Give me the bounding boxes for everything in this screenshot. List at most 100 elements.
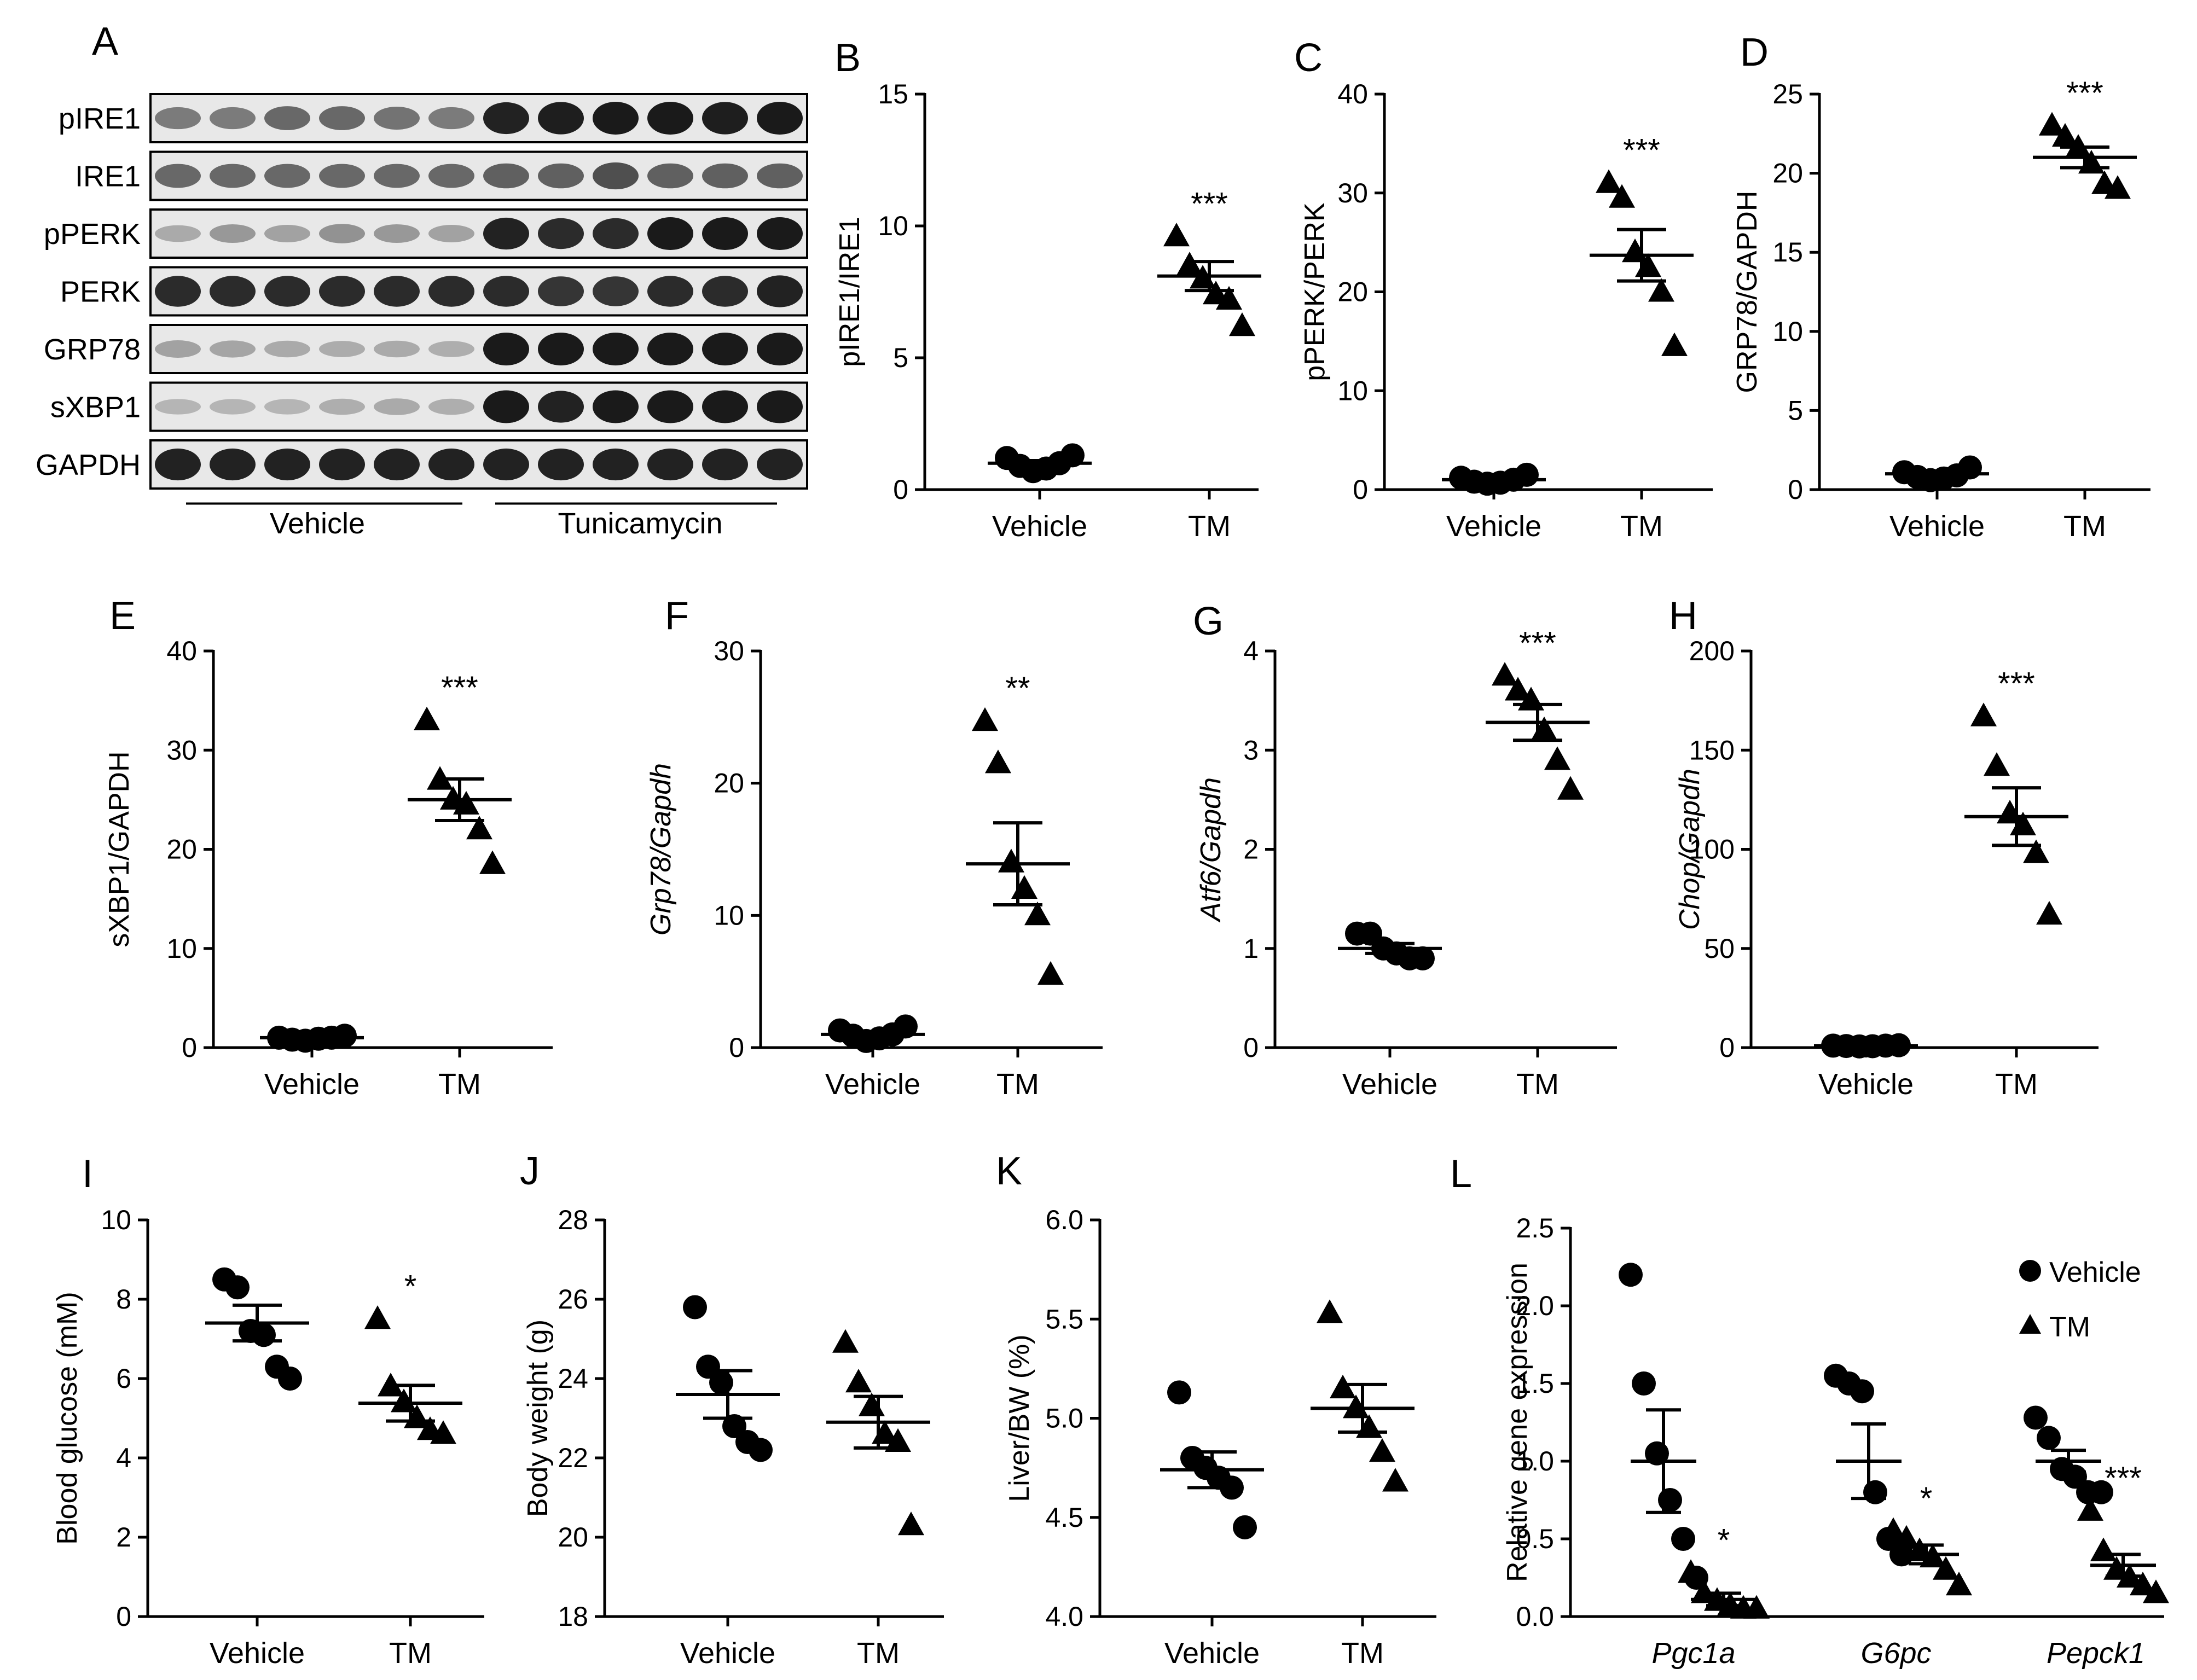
blot-label-sxbp1: sXBP1 — [50, 391, 141, 424]
data-point-triangle — [1369, 1438, 1395, 1462]
x-category-tm: TM — [1341, 1637, 1384, 1670]
data-point-triangle — [2077, 1497, 2103, 1521]
data-point-circle — [1619, 1263, 1643, 1287]
y-axis-label: Relative gene expression — [1502, 1263, 1533, 1582]
blot-band — [538, 102, 584, 135]
y-tick-label: 20 — [558, 1522, 588, 1553]
y-tick-label: 5.0 — [1045, 1403, 1083, 1434]
blot-band — [647, 102, 693, 135]
blot-band — [428, 448, 474, 481]
y-tick-label: 0 — [182, 1032, 197, 1063]
y-tick-label: 2.0 — [1516, 1290, 1554, 1321]
data-point-triangle — [1216, 286, 1242, 310]
blot-band — [155, 399, 201, 415]
blot-strip-perk — [149, 266, 808, 317]
blot-band — [374, 107, 420, 130]
data-point-triangle — [2023, 839, 2049, 863]
data-point-circle — [1411, 946, 1435, 970]
y-tick-label: 0 — [1243, 1032, 1259, 1063]
y-axis-label: GRP78/GAPDH — [1731, 191, 1763, 393]
data-point-triangle — [1382, 1468, 1408, 1492]
chart-g: G 0 1 2 3 4 Atf6/Gapdh Vehicle TM *** — [1193, 600, 1617, 1101]
blot-band — [593, 102, 639, 135]
blot-band — [428, 107, 474, 130]
blot-label-gapdh: GAPDH — [36, 449, 141, 481]
significance-marker: *** — [1623, 133, 1660, 168]
group-tm: ** — [966, 671, 1070, 985]
blot-band — [374, 448, 420, 481]
blot-band — [483, 217, 529, 250]
data-point-circle — [333, 1024, 357, 1048]
x-category-vehicle: Vehicle — [1818, 1068, 1914, 1101]
y-tick-label: 26 — [558, 1284, 588, 1315]
y-tick-label: 8 — [116, 1284, 131, 1315]
group-vehicle — [1885, 455, 1989, 492]
x-category-vehicle: Vehicle — [264, 1068, 360, 1101]
blot-strip-pperk — [149, 208, 808, 259]
x-category-vehicle: Vehicle — [992, 510, 1087, 543]
blot-band — [647, 333, 693, 365]
blot-band — [155, 448, 201, 481]
blot-strip-pire1 — [149, 93, 808, 143]
data-point-triangle — [1531, 716, 1557, 740]
blot-band — [319, 448, 365, 481]
data-point-triangle — [1880, 1517, 1906, 1541]
chart-d: D 0 5 10 15 20 25 GRP78/GAPDH Vehicle TM *** — [1731, 31, 2150, 543]
panel-label-k: K — [996, 1149, 1022, 1193]
legend-label-tm: TM — [2049, 1311, 2090, 1343]
blot-band — [483, 163, 529, 189]
significance-marker: *** — [441, 670, 478, 706]
group-vehicle — [1338, 921, 1442, 970]
blot-band — [374, 340, 420, 358]
blot-band — [155, 225, 201, 242]
data-point-triangle — [2143, 1579, 2169, 1603]
data-point-circle — [2037, 1426, 2061, 1450]
y-axis-label: pPERK/PERK — [1299, 202, 1331, 381]
data-point-circle — [1658, 1488, 1682, 1512]
data-point-triangle — [1893, 1525, 1920, 1549]
blot-band — [702, 276, 748, 307]
y-tick-label: 20 — [166, 834, 197, 865]
blot-band — [264, 399, 310, 415]
blot-band — [155, 276, 201, 307]
group-tm: *** — [408, 670, 512, 874]
data-point-triangle — [1648, 278, 1674, 302]
significance-marker: *** — [1998, 666, 2035, 702]
significance-marker: *** — [1191, 186, 1228, 222]
x-category-vehicle: Vehicle — [1164, 1637, 1260, 1670]
y-tick-label: 10 — [166, 933, 197, 964]
y-tick-label: 15 — [878, 79, 908, 109]
blot-band — [538, 276, 584, 306]
data-point-circle — [722, 1414, 746, 1438]
blot-band — [593, 162, 639, 190]
group-tm: * — [358, 1269, 462, 1444]
y-tick-label: 20 — [714, 768, 744, 799]
x-category-tm: TM — [389, 1637, 432, 1670]
panel-label-g: G — [1193, 600, 1224, 643]
data-point-circle — [1167, 1380, 1191, 1405]
blot-label-pperk: pPERK — [44, 218, 141, 251]
blot-band — [647, 390, 693, 423]
x-category-vehicle: Vehicle — [1342, 1068, 1437, 1101]
data-point-triangle — [1970, 702, 1997, 726]
x-category-tm: TM — [438, 1068, 481, 1101]
blot-band — [483, 276, 529, 307]
data-point-triangle — [1330, 1374, 1356, 1399]
group-tm: *** — [1157, 186, 1261, 336]
data-point-triangle — [2052, 123, 2078, 147]
blot-band — [757, 390, 803, 423]
data-point-triangle — [1609, 184, 1635, 208]
data-point-circle — [1632, 1371, 1656, 1396]
data-point-triangle — [479, 850, 506, 874]
blot-band — [374, 224, 420, 243]
group-tm-g6pc: * — [1880, 1481, 1972, 1596]
x-category-tm: TM — [1620, 510, 1663, 543]
significance-marker: *** — [2105, 1461, 2142, 1496]
y-tick-label: 18 — [558, 1601, 588, 1632]
data-point-circle — [252, 1323, 276, 1347]
data-point-triangle — [466, 816, 492, 840]
y-axis-label: Atf6/Gapdh — [1195, 777, 1227, 923]
y-tick-label: 0 — [893, 474, 908, 505]
y-tick-label: 0 — [729, 1032, 744, 1063]
